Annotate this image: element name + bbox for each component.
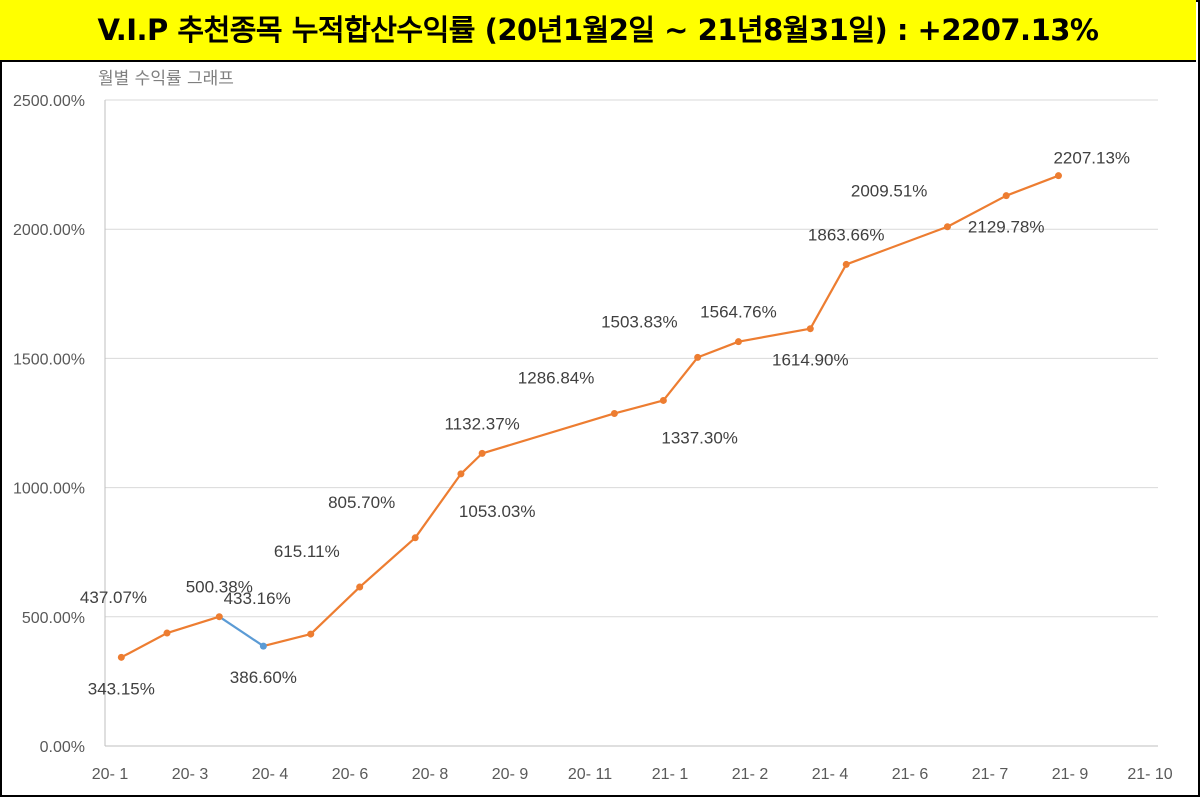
series-segment: [809, 263, 848, 330]
data-point: [659, 396, 667, 404]
series-segment: [414, 473, 462, 539]
data-label: 500.38%: [186, 578, 253, 597]
data-point: [259, 642, 267, 650]
data-point: [356, 583, 364, 591]
data-label: 1286.84%: [518, 368, 595, 387]
x-tick-label: 20- 1: [92, 766, 129, 783]
x-tick-label: 20- 11: [568, 766, 612, 783]
data-point: [806, 325, 814, 333]
data-point: [411, 534, 419, 542]
data-point: [842, 260, 850, 268]
data-label: 1863.66%: [808, 225, 885, 244]
data-label: 1503.83%: [601, 312, 678, 331]
x-tick-label: 21- 6: [892, 766, 929, 783]
data-point: [117, 653, 125, 661]
data-label: 1564.76%: [700, 303, 777, 322]
series-segment: [662, 356, 699, 402]
data-point: [1054, 172, 1062, 180]
series-segment: [120, 632, 168, 659]
y-tick-label: 1000.00%: [13, 481, 85, 498]
x-tick-label: 21- 2: [732, 766, 769, 783]
data-label: 1337.30%: [661, 428, 738, 447]
data-point: [1002, 192, 1010, 200]
series-segment: [1005, 174, 1059, 197]
x-tick-label: 21- 9: [1052, 766, 1089, 783]
data-label: 2129.78%: [968, 218, 1045, 237]
series-segment: [460, 452, 483, 475]
page-title: V.I.P 추천종목 누적합산수익률 (20년1월2일 ~ 21년8월31일) …: [0, 0, 1196, 62]
x-tick-label: 20- 6: [332, 766, 369, 783]
series-segment: [166, 615, 220, 635]
series-segment: [481, 412, 615, 455]
x-tick-label: 20- 4: [252, 766, 289, 783]
x-tick-label: 20- 8: [412, 766, 449, 783]
y-tick-label: 2500.00%: [13, 93, 85, 110]
y-tick-label: 1500.00%: [13, 351, 85, 368]
data-point: [457, 470, 465, 478]
data-point: [307, 630, 315, 638]
chart-title: 월별 수익률 그래프: [98, 69, 234, 89]
x-tick-label: 21- 10: [1127, 766, 1172, 783]
series-segment: [845, 225, 948, 266]
data-point: [610, 409, 618, 417]
x-tick-label: 21- 4: [812, 766, 849, 783]
x-tick-label: 20- 9: [492, 766, 529, 783]
data-label: 1053.03%: [459, 502, 536, 521]
data-label: 433.16%: [224, 589, 291, 608]
x-tick-label: 20- 3: [172, 766, 209, 783]
data-label: 615.11%: [274, 542, 340, 561]
series-segment: [218, 615, 264, 648]
data-label: 1614.90%: [772, 351, 849, 370]
x-tick-label: 21- 7: [972, 766, 1009, 783]
data-label: 805.70%: [328, 493, 395, 512]
y-tick-label: 2000.00%: [13, 222, 85, 239]
data-label: 437.07%: [80, 588, 147, 607]
data-point: [734, 338, 742, 346]
data-label: 343.15%: [88, 679, 155, 698]
series-segment: [697, 340, 739, 359]
x-tick-label: 21- 1: [652, 766, 689, 783]
data-point: [478, 449, 486, 457]
data-point: [943, 223, 951, 231]
series-segment: [946, 194, 1007, 228]
y-tick-label: 0.00%: [40, 739, 85, 756]
series-segment: [358, 536, 416, 588]
data-label: 1132.37%: [444, 414, 519, 433]
series-segment: [614, 399, 664, 415]
data-point: [215, 613, 223, 621]
series-segment: [738, 327, 811, 343]
y-tick-label: 500.00%: [22, 610, 85, 627]
data-label: 2009.51%: [851, 182, 928, 201]
data-label: 2207.13%: [1053, 149, 1130, 168]
data-point: [163, 629, 171, 637]
series-segment: [263, 633, 311, 648]
data-point: [694, 353, 702, 361]
data-label: 386.60%: [230, 668, 297, 687]
series-segment: [309, 586, 361, 635]
